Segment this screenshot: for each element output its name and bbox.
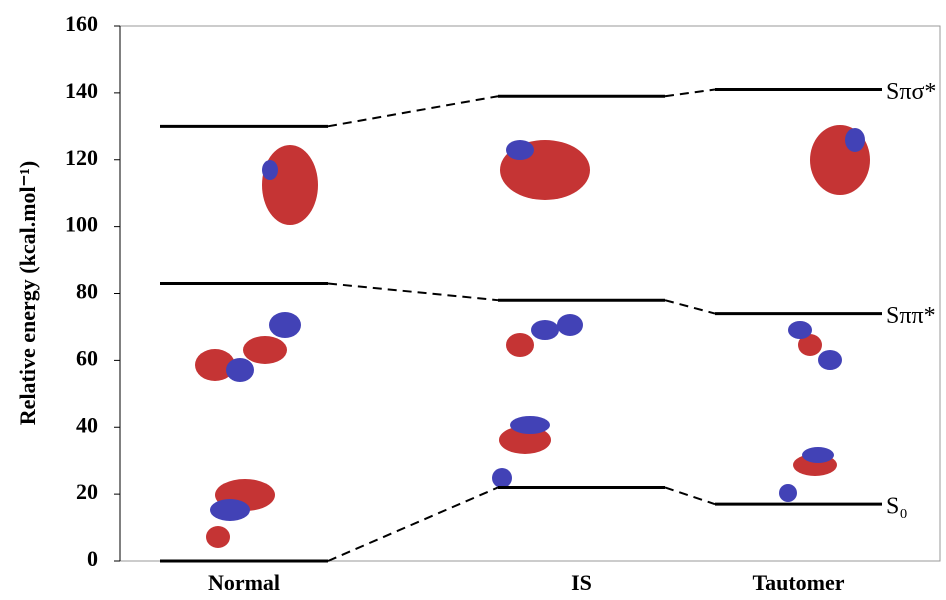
x-tick-label: Tautomer: [752, 570, 844, 595]
y-tick-label: 20: [76, 479, 98, 504]
chart: Relative energy (kcal.mol⁻¹) 0 20 40 60 80 10…: [0, 0, 946, 600]
y-axis-label: Relative energy (kcal.mol⁻¹): [15, 161, 40, 425]
connector: [665, 90, 715, 97]
connector: [665, 300, 715, 313]
y-tick-label: 120: [65, 145, 98, 170]
y-tick-label: 0: [87, 546, 98, 571]
y-tick-label: 140: [65, 78, 98, 103]
level-label: S₀: [886, 494, 908, 520]
connector: [328, 487, 498, 561]
y-tick-label: 60: [76, 345, 98, 370]
connector: [665, 487, 715, 504]
y-tick-label: 100: [65, 212, 98, 237]
page: {"chart_data": {"type": "energy-levels",…: [0, 0, 946, 600]
orbital-decoration: [195, 125, 870, 548]
level-label: Sπσ*: [886, 79, 936, 105]
y-tick-label: 40: [76, 412, 98, 437]
y-tick-label: 80: [76, 279, 98, 304]
y-tick-label: 160: [65, 11, 98, 36]
x-tick-label: IS: [571, 570, 592, 595]
connector: [328, 96, 498, 126]
x-tick-label: Normal: [208, 570, 280, 595]
connector: [328, 283, 498, 300]
level-label: Sππ*: [886, 303, 936, 329]
